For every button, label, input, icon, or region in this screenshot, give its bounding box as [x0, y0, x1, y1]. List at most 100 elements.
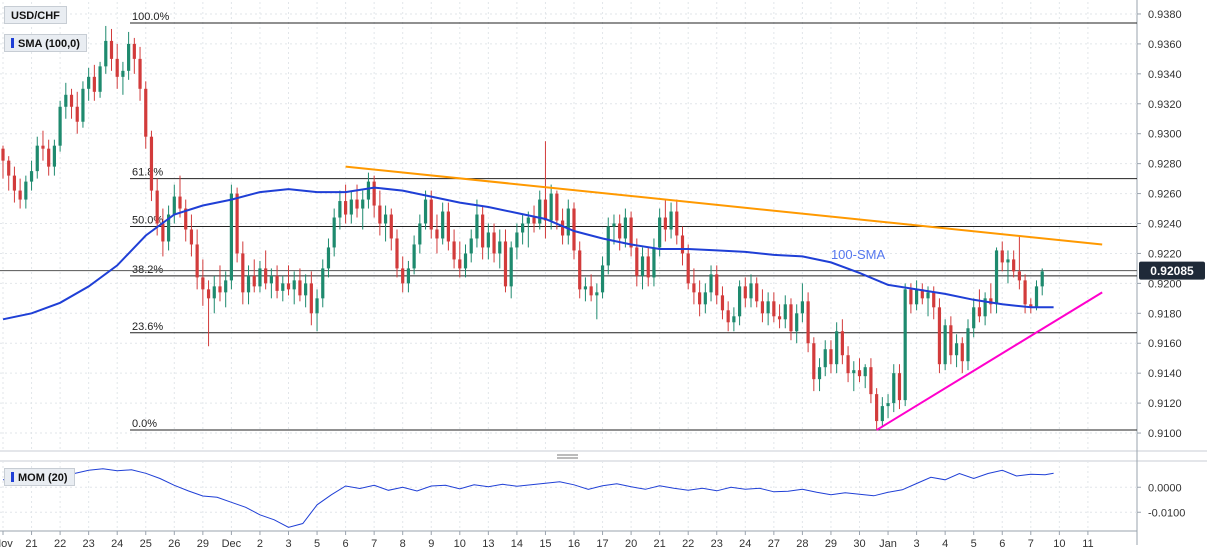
- bearish-candle[interactable]: [920, 289, 924, 299]
- bearish-candle[interactable]: [875, 394, 879, 422]
- bearish-candle[interactable]: [446, 211, 450, 242]
- bullish-candle[interactable]: [349, 199, 353, 215]
- bullish-candle[interactable]: [795, 313, 799, 332]
- bearish-candle[interactable]: [115, 58, 119, 77]
- bearish-candle[interactable]: [355, 199, 359, 209]
- bullish-candle[interactable]: [612, 223, 616, 227]
- bullish-candle[interactable]: [972, 307, 976, 329]
- bearish-candle[interactable]: [378, 205, 382, 224]
- bullish-candle[interactable]: [321, 268, 325, 299]
- bullish-candle[interactable]: [246, 275, 251, 293]
- bearish-candle[interactable]: [18, 190, 22, 200]
- bearish-candle[interactable]: [829, 349, 833, 365]
- bullish-candle[interactable]: [737, 286, 742, 317]
- bullish-candle[interactable]: [526, 217, 530, 224]
- bullish-candle[interactable]: [212, 286, 216, 299]
- bullish-candle[interactable]: [966, 328, 970, 362]
- bullish-candle[interactable]: [498, 241, 502, 254]
- bullish-candle[interactable]: [366, 181, 371, 200]
- bearish-candle[interactable]: [309, 283, 313, 314]
- bullish-candle[interactable]: [104, 40, 108, 67]
- bearish-candle[interactable]: [69, 94, 74, 107]
- bullish-candle[interactable]: [880, 406, 884, 422]
- bearish-candle[interactable]: [1017, 271, 1021, 281]
- bearish-candle[interactable]: [720, 295, 725, 311]
- support-trendline[interactable]: [876, 291, 1103, 431]
- bearish-candle[interactable]: [977, 307, 982, 317]
- bullish-candle[interactable]: [783, 304, 787, 320]
- bullish-candle[interactable]: [600, 265, 605, 293]
- bearish-candle[interactable]: [715, 274, 719, 296]
- bearish-candle[interactable]: [218, 286, 222, 293]
- bullish-candle[interactable]: [486, 232, 490, 248]
- bullish-candle[interactable]: [338, 201, 342, 218]
- bullish-candle[interactable]: [52, 145, 56, 167]
- bearish-candle[interactable]: [435, 229, 439, 239]
- bullish-candle[interactable]: [1006, 259, 1010, 263]
- bearish-candle[interactable]: [1023, 280, 1027, 305]
- bearish-candle[interactable]: [555, 193, 559, 221]
- bearish-candle[interactable]: [857, 370, 862, 377]
- bearish-candle[interactable]: [675, 211, 679, 236]
- bullish-candle[interactable]: [926, 292, 930, 299]
- bearish-candle[interactable]: [206, 289, 211, 299]
- bearish-candle[interactable]: [458, 259, 462, 269]
- bearish-candle[interactable]: [686, 253, 690, 284]
- bearish-candle[interactable]: [298, 280, 302, 296]
- resistance-trendline[interactable]: [345, 165, 1103, 246]
- bullish-candle[interactable]: [549, 193, 553, 221]
- bullish-candle[interactable]: [566, 208, 570, 236]
- bullish-candle[interactable]: [1040, 271, 1044, 287]
- bullish-candle[interactable]: [315, 298, 319, 314]
- bearish-candle[interactable]: [492, 232, 496, 254]
- bullish-candle[interactable]: [127, 43, 131, 71]
- bearish-candle[interactable]: [241, 253, 245, 293]
- bearish-candle[interactable]: [789, 304, 793, 332]
- bearish-candle[interactable]: [178, 196, 182, 209]
- bearish-candle[interactable]: [560, 220, 565, 236]
- bearish-candle[interactable]: [389, 214, 393, 239]
- bearish-candle[interactable]: [275, 275, 279, 291]
- bearish-candle[interactable]: [1029, 304, 1033, 308]
- bearish-candle[interactable]: [161, 223, 165, 242]
- bullish-candle[interactable]: [166, 214, 171, 242]
- bullish-candle[interactable]: [983, 298, 987, 317]
- sma-100-line[interactable]: [2, 186, 1054, 321]
- bearish-candle[interactable]: [635, 247, 639, 276]
- bearish-candle[interactable]: [1, 148, 5, 161]
- bullish-candle[interactable]: [863, 367, 867, 377]
- bullish-candle[interactable]: [943, 325, 947, 365]
- bearish-candle[interactable]: [7, 160, 11, 176]
- bullish-candle[interactable]: [509, 247, 513, 287]
- bullish-candle[interactable]: [915, 289, 919, 305]
- bullish-candle[interactable]: [29, 171, 34, 182]
- bearish-candle[interactable]: [395, 238, 399, 269]
- bearish-candle[interactable]: [144, 88, 148, 137]
- bearish-candle[interactable]: [663, 217, 667, 230]
- bearish-candle[interactable]: [264, 268, 268, 284]
- bearish-candle[interactable]: [372, 181, 376, 206]
- bullish-candle[interactable]: [892, 373, 896, 404]
- bearish-candle[interactable]: [92, 76, 96, 92]
- bearish-candle[interactable]: [812, 343, 816, 380]
- bullish-candle[interactable]: [521, 223, 525, 233]
- bearish-candle[interactable]: [47, 148, 51, 167]
- bearish-candle[interactable]: [726, 310, 730, 323]
- bullish-candle[interactable]: [595, 292, 599, 296]
- bearish-candle[interactable]: [646, 256, 650, 278]
- bullish-candle[interactable]: [606, 226, 610, 266]
- bearish-candle[interactable]: [543, 199, 548, 221]
- bearish-candle[interactable]: [755, 283, 759, 302]
- bearish-candle[interactable]: [189, 229, 194, 245]
- bullish-candle[interactable]: [24, 181, 28, 200]
- bearish-candle[interactable]: [132, 43, 136, 59]
- bullish-candle[interactable]: [423, 199, 428, 224]
- bullish-candle[interactable]: [835, 331, 839, 365]
- bearish-candle[interactable]: [897, 373, 902, 401]
- bullish-candle[interactable]: [475, 214, 479, 239]
- bearish-candle[interactable]: [195, 244, 199, 278]
- bullish-candle[interactable]: [817, 367, 822, 380]
- bearish-candle[interactable]: [989, 298, 993, 305]
- bullish-candle[interactable]: [98, 66, 102, 92]
- bullish-candle[interactable]: [886, 403, 890, 407]
